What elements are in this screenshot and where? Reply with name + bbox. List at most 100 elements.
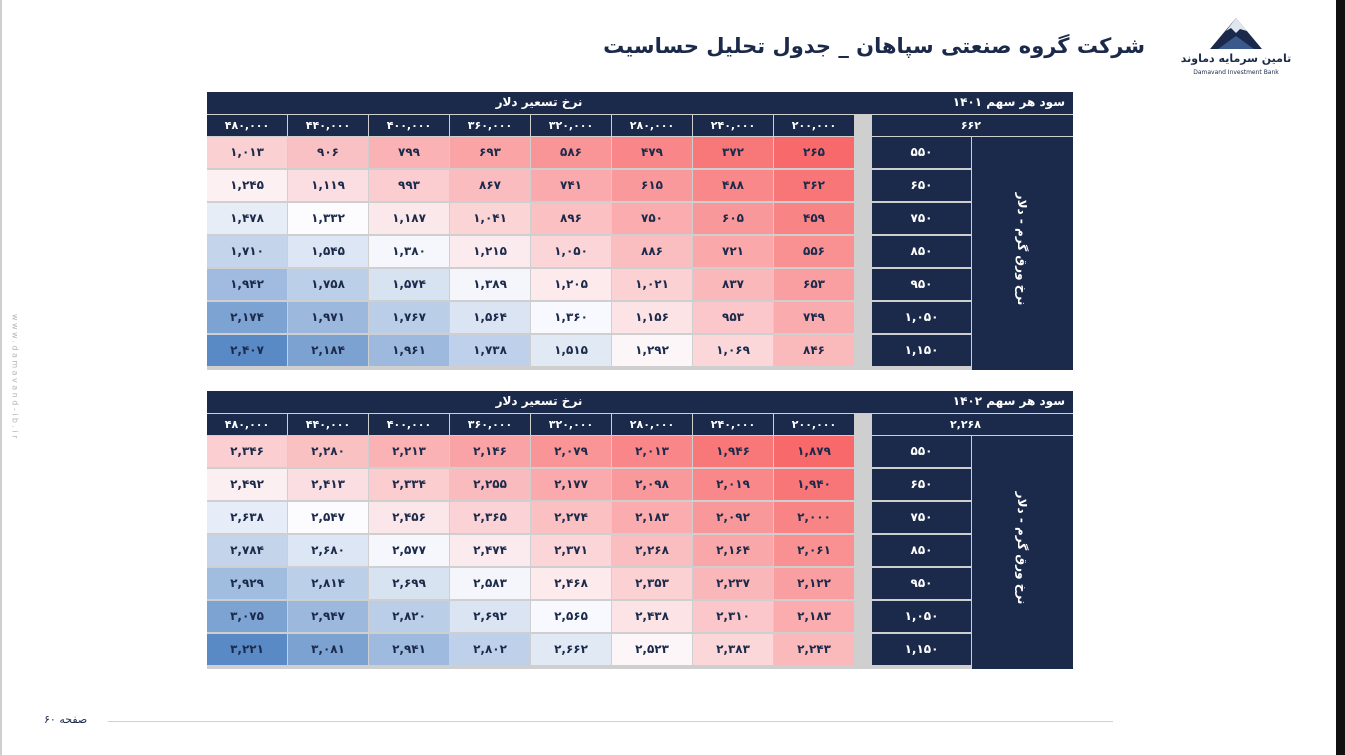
- column-header: ۲۰۰,۰۰۰: [774, 115, 854, 136]
- table-cell: ۷۹۹: [369, 137, 449, 168]
- table-cell: ۲,۱۴۶: [450, 436, 530, 467]
- table-cell: ۲,۰۱۹: [693, 469, 773, 500]
- table-cell: ۲,۱۲۲: [774, 568, 854, 599]
- sensitivity-table-1401: نرخ تسعیر دلار سود هر سهم ۱۴۰۱ ۶۶۲ نرخ و…: [207, 92, 1073, 370]
- right-border: [1336, 0, 1345, 755]
- table-cell: ۲,۱۸۴: [288, 335, 368, 366]
- table-cell: ۱,۲۱۵: [450, 236, 530, 267]
- table-cell: ۱,۹۴۰: [774, 469, 854, 500]
- row-header: ۱,۰۵۰: [872, 601, 971, 632]
- mountain-logo-icon: [1210, 18, 1262, 49]
- table-cell: ۶۰۵: [693, 203, 773, 234]
- table-cell: ۱,۰۵۰: [531, 236, 611, 267]
- table-cell: ۸۳۷: [693, 269, 773, 300]
- table-cell: ۲,۴۷۴: [450, 535, 530, 566]
- table-cell: ۱,۷۶۷: [369, 302, 449, 333]
- table-cell: ۲,۵۲۳: [612, 634, 692, 665]
- column-axis-label: نرخ تسعیر دلار: [495, 95, 583, 109]
- table-cell: ۲,۲۷۴: [531, 502, 611, 533]
- table-cell: ۱,۵۶۴: [450, 302, 530, 333]
- table-cell: ۷۲۱: [693, 236, 773, 267]
- column-header: ۴۸۰,۰۰۰: [207, 115, 287, 136]
- eps-value: ۶۶۲: [872, 115, 1073, 136]
- table-cell: ۸۶۷: [450, 170, 530, 201]
- table-cell: ۲,۱۷۷: [531, 469, 611, 500]
- table-cell: ۲,۹۴۷: [288, 601, 368, 632]
- column-header: ۲۴۰,۰۰۰: [693, 115, 773, 136]
- table-cell: ۲,۰۱۳: [612, 436, 692, 467]
- table-cell: ۷۵۰: [612, 203, 692, 234]
- table-cell: ۲,۰۹۸: [612, 469, 692, 500]
- footer-divider: [108, 721, 1113, 722]
- table-cell: ۲,۲۸۰: [288, 436, 368, 467]
- table-cell: ۲,۴۹۲: [207, 469, 287, 500]
- row-header: ۷۵۰: [872, 502, 971, 533]
- row-axis-label: نرخ ورق گرم - دلار: [1015, 491, 1029, 605]
- table-cell: ۲,۸۲۰: [369, 601, 449, 632]
- row-axis-box: نرخ ورق گرم - دلار: [972, 436, 1073, 669]
- table-cell: ۴۵۹: [774, 203, 854, 234]
- table-header-bar: نرخ تسعیر دلار سود هر سهم ۱۴۰۲: [207, 391, 1073, 413]
- table-cell: ۱,۰۱۳: [207, 137, 287, 168]
- table-cell: ۲,۳۷۱: [531, 535, 611, 566]
- row-header: ۶۵۰: [872, 170, 971, 201]
- eps-label: سود هر سهم ۱۴۰۲: [952, 394, 1065, 408]
- table-cell: ۸۴۶: [774, 335, 854, 366]
- column-header: ۳۲۰,۰۰۰: [531, 115, 611, 136]
- table-cell: ۲,۴۰۷: [207, 335, 287, 366]
- table-cell: ۲,۳۱۰: [693, 601, 773, 632]
- table-cell: ۱,۷۳۸: [450, 335, 530, 366]
- table-cell: ۳,۰۷۵: [207, 601, 287, 632]
- table-cell: ۶۱۵: [612, 170, 692, 201]
- table-cell: ۱,۲۹۲: [612, 335, 692, 366]
- row-header: ۵۵۰: [872, 436, 971, 467]
- table-cell: ۱,۳۸۰: [369, 236, 449, 267]
- table-cell: ۷۴۱: [531, 170, 611, 201]
- table-cell: ۲,۰۷۹: [531, 436, 611, 467]
- table-cell: ۲,۲۴۳: [774, 634, 854, 665]
- table-cell: ۲,۴۳۸: [612, 601, 692, 632]
- row-header: ۱,۰۵۰: [872, 302, 971, 333]
- row-header: ۶۵۰: [872, 469, 971, 500]
- table-cell: ۲,۶۸۰: [288, 535, 368, 566]
- column-header: ۴۰۰,۰۰۰: [369, 115, 449, 136]
- table-cell: ۱,۴۷۸: [207, 203, 287, 234]
- table-cell: ۷۴۹: [774, 302, 854, 333]
- side-url: www.damavand-ib.ir: [0, 295, 30, 465]
- table-cell: ۲,۳۵۳: [612, 568, 692, 599]
- logo-name-fa: تامین سرمایه دماوند: [1180, 52, 1292, 65]
- table-cell: ۴۸۸: [693, 170, 773, 201]
- table-cell: ۱,۱۱۹: [288, 170, 368, 201]
- table-cell: ۲,۳۴۶: [207, 436, 287, 467]
- table-cell: ۱,۵۷۴: [369, 269, 449, 300]
- column-header: ۳۲۰,۰۰۰: [531, 414, 611, 435]
- table-header-bar: نرخ تسعیر دلار سود هر سهم ۱۴۰۱: [207, 92, 1073, 114]
- column-header: ۳۶۰,۰۰۰: [450, 115, 530, 136]
- table-cell: ۱,۹۷۱: [288, 302, 368, 333]
- column-header: ۳۶۰,۰۰۰: [450, 414, 530, 435]
- table-cell: ۱,۷۱۰: [207, 236, 287, 267]
- table-cell: ۲,۱۸۳: [612, 502, 692, 533]
- column-header: ۲۰۰,۰۰۰: [774, 414, 854, 435]
- logo: تامین سرمایه دماوند Damavand Investment …: [1176, 14, 1296, 84]
- table-cell: ۱,۵۴۵: [288, 236, 368, 267]
- table-cell: ۱,۰۶۹: [693, 335, 773, 366]
- table-cell: ۹۵۳: [693, 302, 773, 333]
- table-cell: ۵۸۶: [531, 137, 611, 168]
- table-cell: ۳,۰۸۱: [288, 634, 368, 665]
- table-cell: ۲,۶۳۸: [207, 502, 287, 533]
- table-cell: ۲,۲۱۳: [369, 436, 449, 467]
- column-header: ۴۰۰,۰۰۰: [369, 414, 449, 435]
- table-cell: ۲,۲۵۵: [450, 469, 530, 500]
- row-axis-box: نرخ ورق گرم - دلار: [972, 137, 1073, 370]
- page-title: شرکت گروه صنعتی سپاهان _ جدول تحلیل حساس…: [603, 34, 1145, 58]
- table-cell: ۱,۷۵۸: [288, 269, 368, 300]
- table-cell: ۱,۳۸۹: [450, 269, 530, 300]
- table-cell: ۱,۱۸۷: [369, 203, 449, 234]
- table-cell: ۲,۰۰۰: [774, 502, 854, 533]
- page-number: صفحه ۶۰: [44, 713, 88, 726]
- table-cell: ۶۹۳: [450, 137, 530, 168]
- side-url-text: www.damavand-ib.ir: [10, 313, 20, 442]
- table-cell: ۵۵۶: [774, 236, 854, 267]
- table-cell: ۲,۰۹۲: [693, 502, 773, 533]
